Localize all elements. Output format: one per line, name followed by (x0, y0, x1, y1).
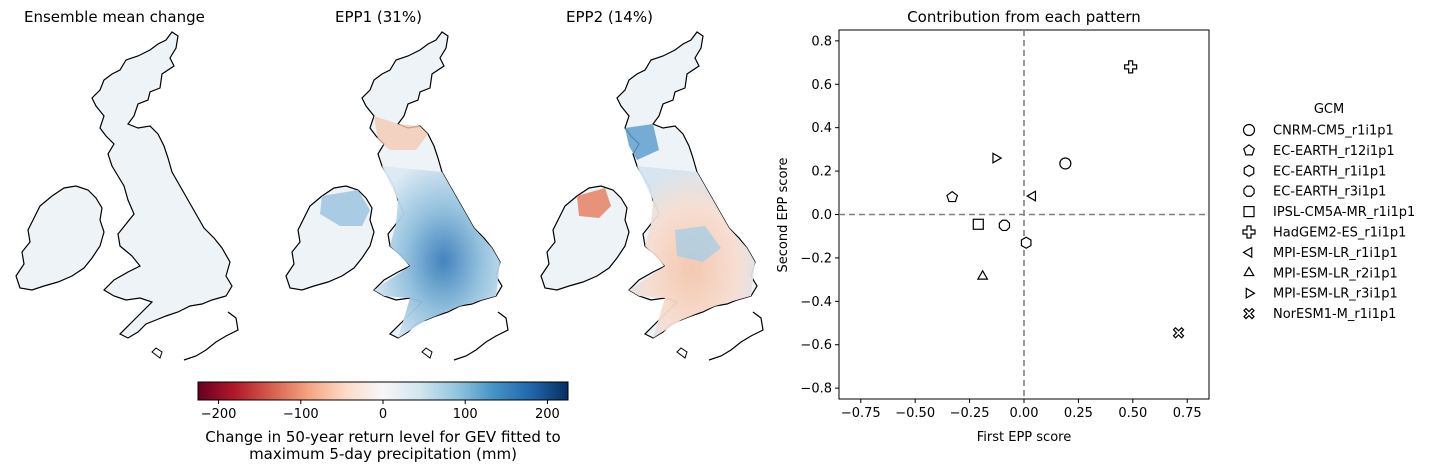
legend-label: MPI-ESM-LR_r3i1p1 (1273, 287, 1398, 302)
legend-label: EC-EARTH_r1i1p1 (1273, 164, 1386, 179)
legend-marker (1242, 225, 1256, 239)
colorbar-ticks: −200 −100 0 100 200 (201, 400, 560, 422)
legend-label: IPSL-CM5A-MR_r1i1p1 (1273, 205, 1415, 220)
legend-marker (1243, 307, 1255, 320)
data-point-mpi-esm-lr-r3i1p1 (992, 152, 1003, 164)
y-tick-label: 0.8 (811, 34, 832, 49)
legend-marker (1243, 185, 1255, 197)
data-point-mpi-esm-lr-r2i1p1 (976, 269, 989, 280)
colorbar-tick-label: −200 (201, 407, 237, 422)
legend-marker (1243, 206, 1255, 218)
x-tick-label: 0.75 (1173, 406, 1202, 421)
colorbar-tick-label: 200 (535, 407, 560, 422)
legend-marker (1242, 246, 1253, 259)
map-title-ensemble-mean: Ensemble mean change (24, 8, 205, 26)
legend-marker (1243, 164, 1255, 177)
x-tick-label: 0.50 (1118, 406, 1147, 421)
data-point-cnrm-cm5-r1i1p1 (1059, 157, 1072, 170)
y-axis-label: Second EPP score (776, 158, 791, 273)
y-tick-label: 0.0 (811, 208, 832, 223)
x-tick-label: −0.25 (950, 406, 990, 421)
legend-marker (1243, 266, 1255, 277)
legend-label: MPI-ESM-LR_r1i1p1 (1273, 246, 1398, 261)
map-epp2 (540, 31, 764, 361)
x-tick-label: −0.50 (895, 406, 935, 421)
legend-label: EC-EARTH_r12i1p1 (1273, 144, 1395, 159)
legend-marker (1245, 287, 1256, 299)
legend: GCM CNRM-CM5_r1i1p1 EC-EARTH_r12i1p1 EC-EA… (1242, 102, 1415, 322)
legend-label: MPI-ESM-LR_r2i1p1 (1273, 266, 1398, 281)
colorbar-tick-label: 0 (379, 407, 387, 422)
legend-label: HadGEM2-ES_r1i1p1 (1273, 226, 1406, 241)
data-point-ec-earth-r1i1p1 (1020, 236, 1032, 249)
data-point-mpi-esm-lr-r1i1p1 (1026, 190, 1037, 202)
colorbar-gradient (197, 381, 569, 401)
legend-label: CNRM-CM5_r1i1p1 (1273, 124, 1394, 139)
y-tick-label: −0.6 (800, 338, 832, 353)
x-axis-label: First EPP score (977, 430, 1071, 445)
y-tick-label: −0.4 (800, 295, 832, 310)
colorbar-tick-label: −100 (283, 407, 319, 422)
data-point-hadgem2-es-r1i1p1 (1124, 60, 1138, 74)
legend-title: GCM (1314, 102, 1344, 117)
y-tick-label: −0.8 (800, 382, 832, 397)
x-tick-label: 0.25 (1064, 406, 1093, 421)
colorbar: −200 −100 0 100 200 (197, 381, 569, 422)
scatter-chart: Contribution from each pattern −0.75 −0.5… (776, 8, 1415, 445)
data-point-ec-earth-r3i1p1 (998, 219, 1011, 232)
y-tick-label: 0.4 (811, 121, 832, 136)
colorbar-tick-label: 100 (453, 407, 478, 422)
legend-marker (1242, 123, 1256, 137)
y-tick-label: 0.2 (811, 165, 832, 180)
x-tick-label: 0.00 (1010, 406, 1039, 421)
x-tick-label: −0.75 (841, 406, 881, 421)
data-point-noresm1-m-r1i1p1 (1172, 326, 1185, 339)
legend-label: NorESM1-M_r1i1p1 (1273, 307, 1396, 322)
y-tick-label: −0.2 (800, 251, 832, 266)
data-point-ipsl-cm5a-mr-r1i1p1 (972, 218, 984, 230)
map-title-epp2: EPP2 (14%) (566, 8, 653, 26)
colorbar-label-line1: Change in 50-year return level for GEV f… (205, 428, 561, 446)
map-ensemble-mean (15, 31, 239, 361)
maps-panel (15, 31, 764, 361)
colorbar-label-line2: maximum 5-day precipitation (mm) (249, 445, 517, 463)
map-title-epp1: EPP1 (31%) (335, 8, 422, 26)
legend-label: EC-EARTH_r3i1p1 (1273, 185, 1386, 200)
y-tick-label: 0.6 (811, 78, 832, 93)
legend-marker (1243, 144, 1255, 156)
map-epp1 (285, 31, 509, 361)
scatter-title: Contribution from each pattern (907, 8, 1141, 26)
data-point-ec-earth-r12i1p1 (946, 190, 959, 203)
